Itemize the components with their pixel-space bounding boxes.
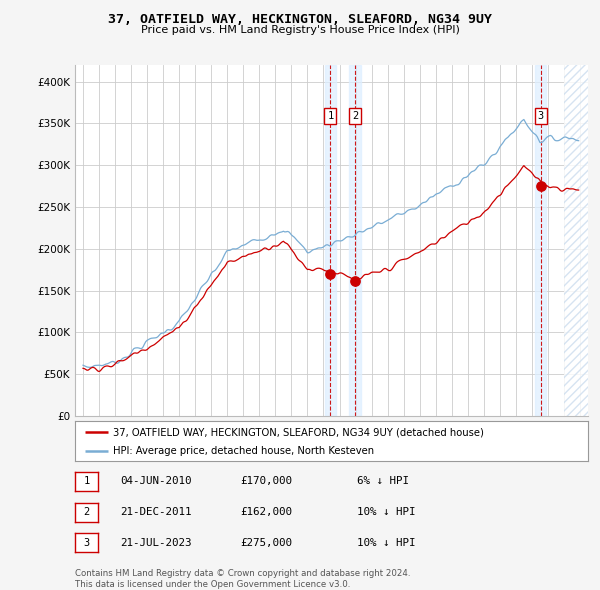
Text: 04-JUN-2010: 04-JUN-2010 xyxy=(120,477,191,486)
Text: 2: 2 xyxy=(83,507,89,517)
Text: 37, OATFIELD WAY, HECKINGTON, SLEAFORD, NG34 9UY (detached house): 37, OATFIELD WAY, HECKINGTON, SLEAFORD, … xyxy=(113,428,484,438)
Text: HPI: Average price, detached house, North Kesteven: HPI: Average price, detached house, Nort… xyxy=(113,447,374,456)
Text: 1: 1 xyxy=(327,111,334,121)
Text: Contains HM Land Registry data © Crown copyright and database right 2024.
This d: Contains HM Land Registry data © Crown c… xyxy=(75,569,410,589)
Point xyxy=(350,276,360,286)
Bar xyxy=(564,65,588,416)
Bar xyxy=(535,65,547,416)
Text: Price paid vs. HM Land Registry's House Price Index (HPI): Price paid vs. HM Land Registry's House … xyxy=(140,25,460,35)
Point xyxy=(326,269,335,278)
Text: 3: 3 xyxy=(83,538,89,548)
Text: 21-DEC-2011: 21-DEC-2011 xyxy=(120,507,191,517)
Text: 1: 1 xyxy=(83,477,89,486)
Text: 21-JUL-2023: 21-JUL-2023 xyxy=(120,538,191,548)
Text: 2: 2 xyxy=(352,111,358,121)
Text: 3: 3 xyxy=(538,111,544,121)
Text: 37, OATFIELD WAY, HECKINGTON, SLEAFORD, NG34 9UY: 37, OATFIELD WAY, HECKINGTON, SLEAFORD, … xyxy=(108,13,492,26)
Text: 10% ↓ HPI: 10% ↓ HPI xyxy=(357,507,415,517)
Text: £162,000: £162,000 xyxy=(240,507,292,517)
Text: £170,000: £170,000 xyxy=(240,477,292,486)
Point xyxy=(536,181,545,191)
Text: 6% ↓ HPI: 6% ↓ HPI xyxy=(357,477,409,486)
Text: 10% ↓ HPI: 10% ↓ HPI xyxy=(357,538,415,548)
Bar xyxy=(349,65,361,416)
Bar xyxy=(325,65,336,416)
Text: £275,000: £275,000 xyxy=(240,538,292,548)
